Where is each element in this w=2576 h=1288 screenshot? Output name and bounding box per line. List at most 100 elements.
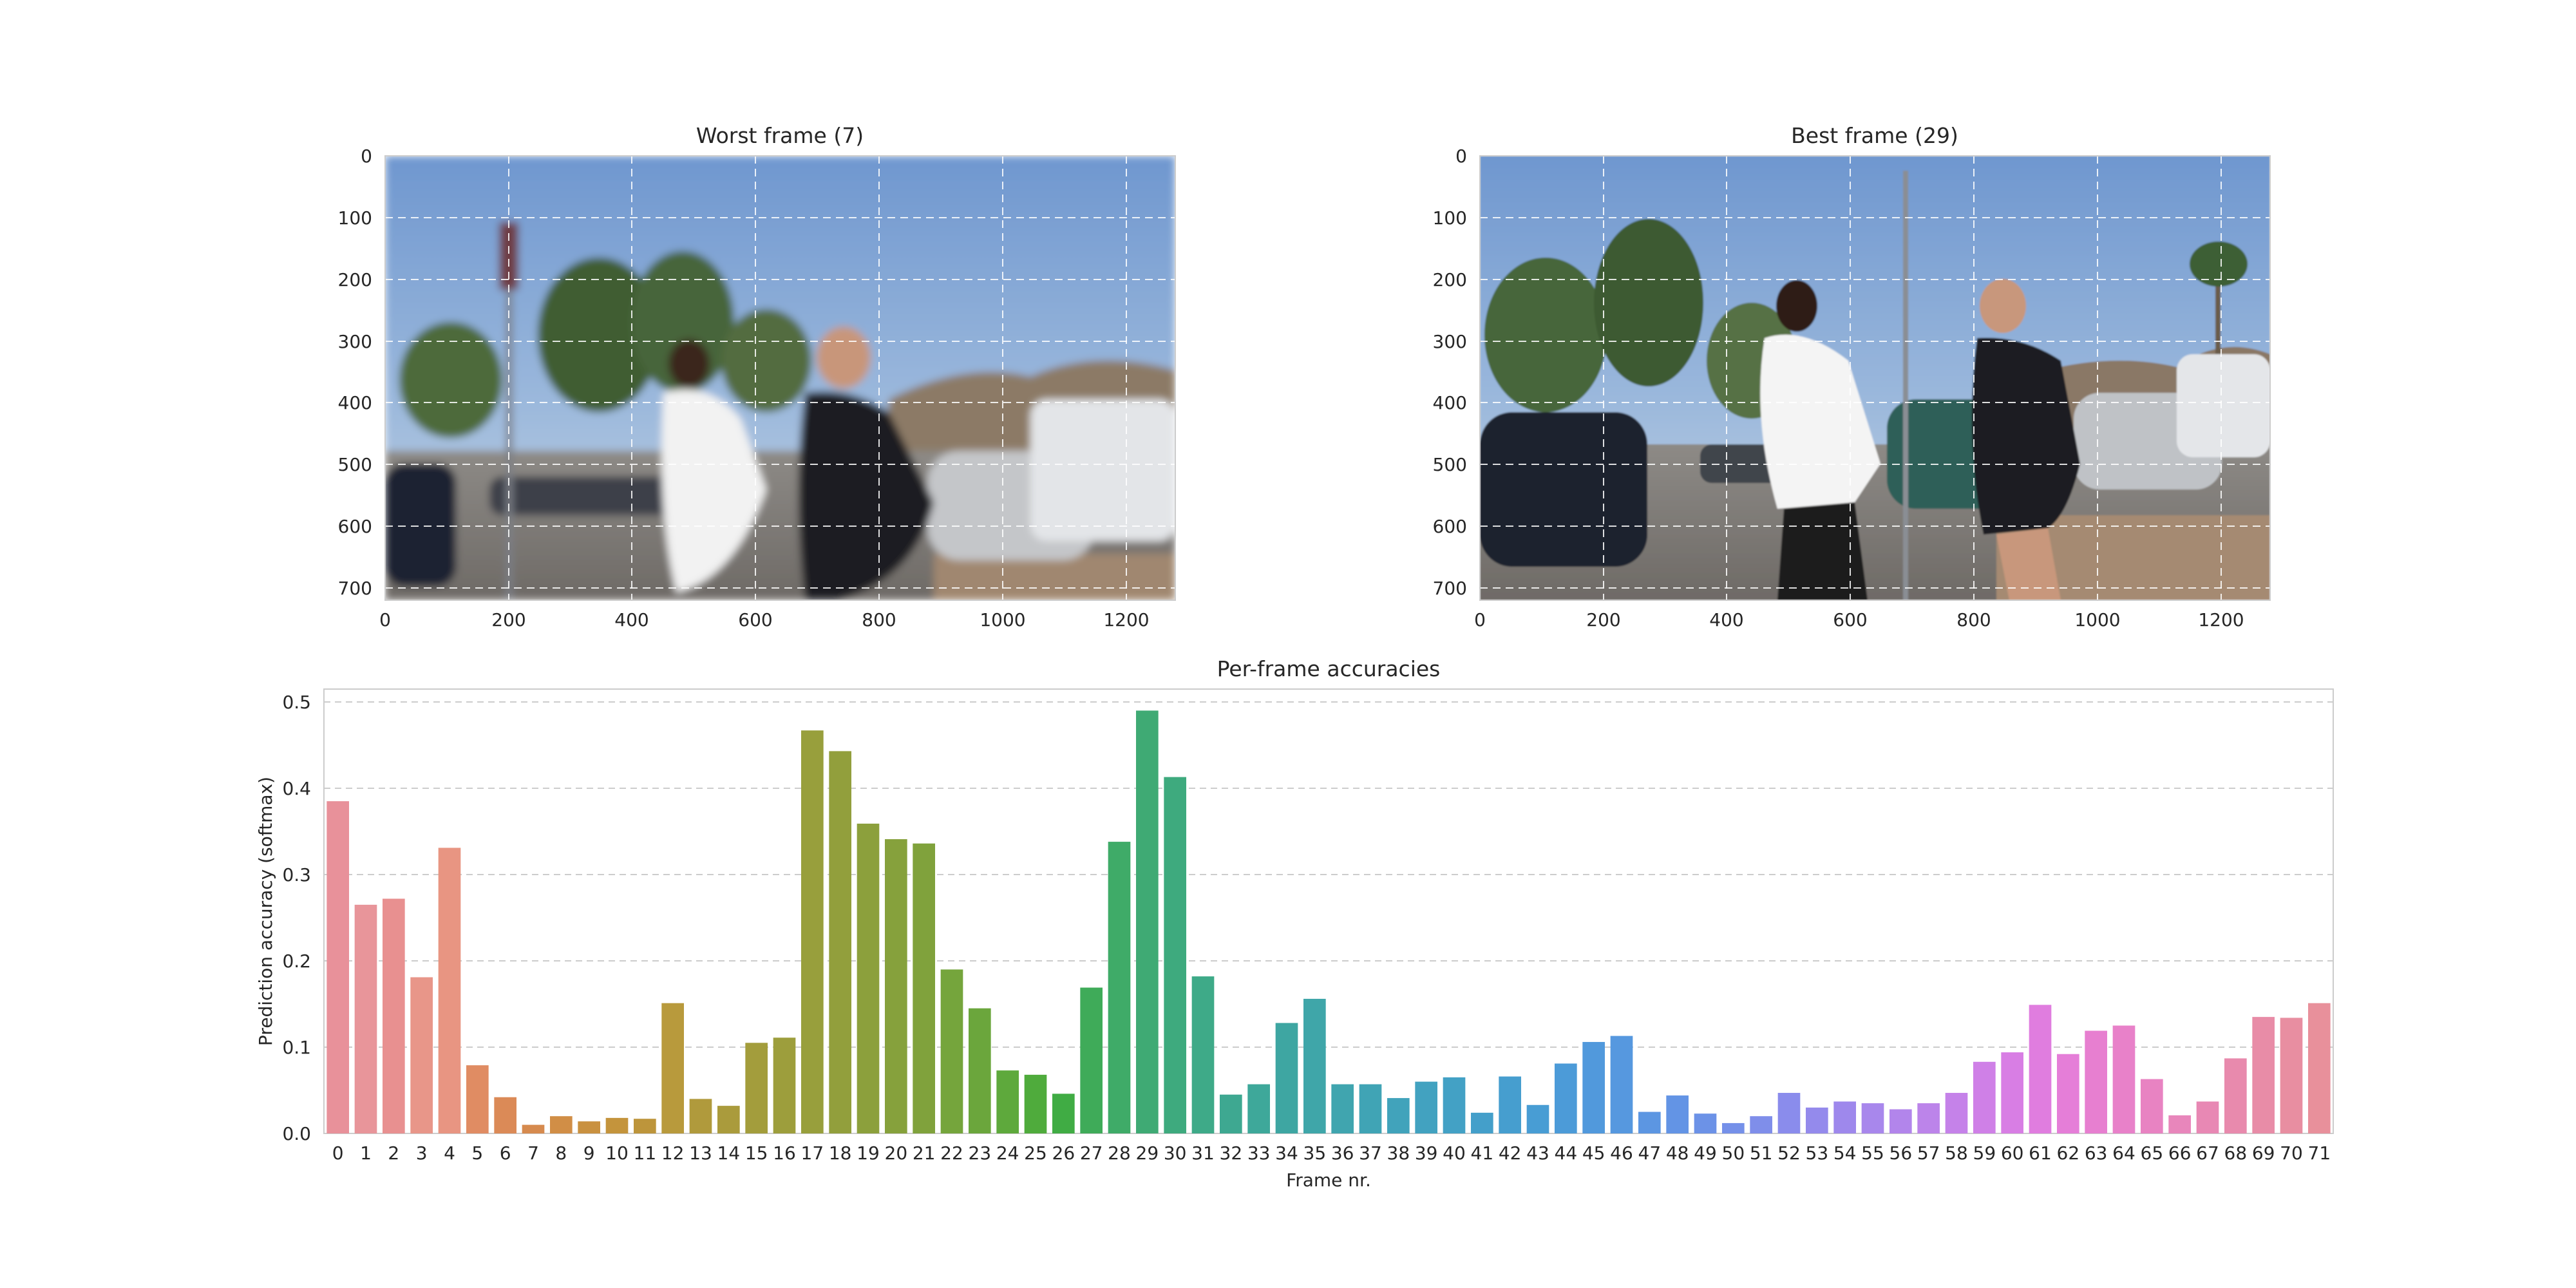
accuracy-chart-title: Per-frame accuracies: [1217, 656, 1441, 681]
xtick-label: 0: [1474, 609, 1486, 630]
xtick-label: 52: [1777, 1142, 1801, 1164]
bar-frame-30: [1164, 777, 1186, 1133]
ytick-label: 300: [338, 331, 372, 352]
worst-frame-xticks: 0 200 400 600 800 1000 1200: [379, 609, 1150, 630]
xtick-label: 22: [940, 1142, 963, 1164]
xtick-label: 10: [605, 1142, 629, 1164]
xtick-label: 16: [773, 1142, 796, 1164]
ytick-label: 500: [1433, 454, 1467, 475]
bar-frame-61: [2029, 1005, 2052, 1133]
xtick-label: 0: [332, 1142, 344, 1164]
ytick-label: 600: [1433, 516, 1467, 537]
xtick-label: 43: [1526, 1142, 1549, 1164]
bar-frame-6: [494, 1097, 516, 1133]
xtick-label: 61: [2029, 1142, 2052, 1164]
xtick-label: 66: [2168, 1142, 2192, 1164]
ytick-label: 0.4: [282, 778, 311, 799]
xtick-label: 49: [1694, 1142, 1717, 1164]
xtick-label: 54: [1833, 1142, 1857, 1164]
bar-frame-20: [885, 839, 907, 1133]
xtick-label: 13: [689, 1142, 712, 1164]
bar-frame-68: [2224, 1058, 2247, 1133]
bars: [327, 710, 2331, 1133]
bar-frame-16: [773, 1037, 796, 1133]
xtick-label: 5: [471, 1142, 483, 1164]
bar-frame-55: [1861, 1103, 1884, 1133]
bar-frame-0: [327, 801, 349, 1133]
xtick-label: 28: [1108, 1142, 1131, 1164]
ytick-label: 400: [1433, 392, 1467, 413]
bar-frame-5: [466, 1065, 489, 1133]
bar-frame-50: [1722, 1122, 1745, 1133]
bar-frame-8: [550, 1116, 573, 1133]
best-frame-grid: [1480, 156, 2270, 600]
xtick-label: 71: [2308, 1142, 2331, 1164]
xtick-label: 25: [1024, 1142, 1047, 1164]
worst-frame-title: Worst frame (7): [696, 123, 864, 148]
ytick-label: 300: [1433, 331, 1467, 352]
xtick-label: 68: [2224, 1142, 2248, 1164]
bar-frame-18: [829, 751, 851, 1133]
xtick-label: 29: [1136, 1142, 1159, 1164]
xtick-label: 3: [416, 1142, 428, 1164]
xtick-label: 44: [1555, 1142, 1578, 1164]
best-frame-image: [1480, 156, 2270, 600]
bar-frame-14: [717, 1106, 740, 1133]
best-frame-xticks: 0 200 400 600 800 1000 1200: [1474, 609, 2244, 630]
bar-frame-17: [801, 730, 824, 1133]
xtick-label: 1200: [1103, 609, 1149, 630]
bar-frame-52: [1777, 1093, 1801, 1133]
bar-frame-37: [1359, 1084, 1382, 1133]
bar-frame-23: [969, 1008, 991, 1133]
bar-frame-53: [1806, 1107, 1828, 1133]
worst-frame-grid: [385, 156, 1175, 600]
ytick-label: 200: [338, 269, 372, 290]
xtick-label: 67: [2196, 1142, 2219, 1164]
bar-frame-12: [661, 1003, 684, 1133]
xtick-label: 51: [1750, 1142, 1773, 1164]
bar-frame-22: [940, 969, 963, 1133]
y-tick-labels: 0.0 0.1 0.2 0.3 0.4 0.5: [282, 692, 311, 1144]
bar-frame-41: [1471, 1112, 1493, 1133]
bar-frame-46: [1610, 1036, 1633, 1133]
bar-frame-39: [1415, 1081, 1437, 1133]
xtick-label: 800: [862, 609, 896, 630]
xtick-label: 42: [1499, 1142, 1522, 1164]
xtick-label: 18: [829, 1142, 852, 1164]
bar-frame-70: [2280, 1018, 2303, 1133]
bar-frame-7: [522, 1124, 545, 1133]
xtick-label: 55: [1861, 1142, 1884, 1164]
xtick-label: 35: [1303, 1142, 1327, 1164]
xtick-label: 6: [500, 1142, 511, 1164]
xtick-label: 0: [379, 609, 391, 630]
bar-frame-48: [1666, 1095, 1689, 1133]
xtick-label: 45: [1582, 1142, 1605, 1164]
bar-frame-43: [1526, 1104, 1549, 1133]
bar-frame-67: [2196, 1101, 2219, 1133]
worst-frame-image: [385, 156, 1175, 600]
worst-frame-yticks: 0 100 200 300 400 500 600 700: [338, 146, 372, 599]
xtick-label: 37: [1359, 1142, 1382, 1164]
bar-frame-31: [1191, 976, 1215, 1133]
xtick-label: 70: [2280, 1142, 2303, 1164]
xtick-label: 4: [444, 1142, 455, 1164]
xtick-label: 53: [1806, 1142, 1829, 1164]
ytick-label: 0: [1455, 146, 1467, 167]
xtick-label: 41: [1471, 1142, 1494, 1164]
xtick-label: 400: [1709, 609, 1743, 630]
accuracy-chart: Per-frame accuracies 0.00.10.20.30.40.5 …: [255, 656, 2334, 1191]
xtick-label: 7: [527, 1142, 539, 1164]
bar-frame-38: [1387, 1098, 1410, 1133]
xtick-label: 40: [1443, 1142, 1466, 1164]
ytick-label: 0.1: [282, 1037, 311, 1058]
bar-frame-28: [1108, 842, 1131, 1133]
bar-frame-62: [2057, 1054, 2079, 1133]
bar-frame-24: [996, 1070, 1019, 1133]
xtick-label: 27: [1080, 1142, 1103, 1164]
xtick-label: 17: [801, 1142, 824, 1164]
ytick-label: 700: [338, 578, 372, 599]
xtick-label: 58: [1945, 1142, 1968, 1164]
bar-frame-26: [1052, 1094, 1075, 1133]
bar-frame-35: [1303, 998, 1326, 1133]
